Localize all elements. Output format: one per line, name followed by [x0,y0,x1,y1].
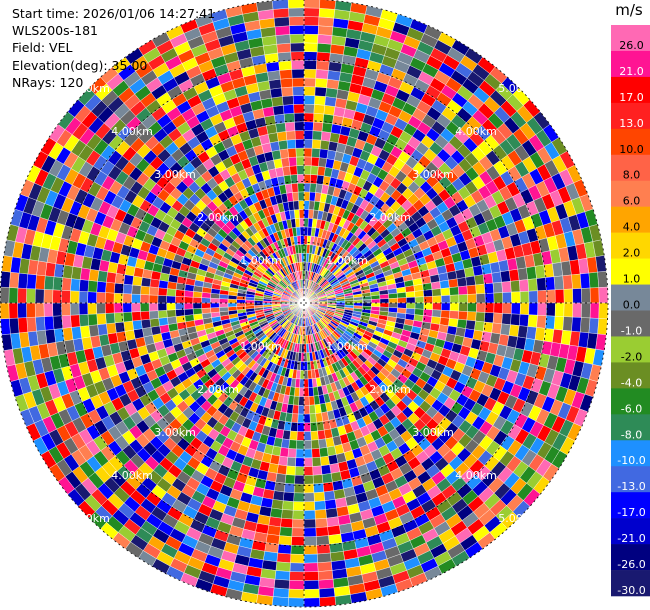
colorbar-tick-label: 13.0 [619,117,644,130]
nrays-label: NRays: 120 [12,74,84,90]
colorbar-tick-label: -26.0 [617,558,645,571]
colorbar-tick-label: 0.0 [623,299,641,312]
velocity-sectors [0,0,609,608]
colorbar-tick-label: -13.0 [617,480,645,493]
colorbar-tick-label: -17.0 [617,506,645,519]
colorbar-tick-label: -1.0 [621,325,642,338]
colorbar-tick-label: -6.0 [621,402,642,415]
colorbar-unit-label: m/s [615,1,643,19]
colorbar-tick-label: 6.0 [623,195,641,208]
colorbar-tick-label: -30.0 [617,584,645,597]
colorbar-tick-label: -8.0 [621,428,642,441]
colorbar-tick-label: 26.0 [619,39,644,52]
colorbar-tick-label: 2.0 [623,247,641,260]
colorbar-tick-label: 17.0 [619,91,644,104]
colorbar-tick-label: 21.0 [619,65,644,78]
elevation-label: Elevation(deg): 35.00 [12,57,148,73]
colorbar-tick-label: -10.0 [617,454,645,467]
colorbar-tick-label: 4.0 [623,221,641,234]
colorbar-tick-label: 8.0 [623,169,641,182]
info-panel: Start time: 2026/01/06 14:27:41 WLS200s-… [12,5,215,91]
colorbar-tick-label: 1.0 [623,273,641,286]
colorbar-tick-label: 10.0 [619,143,644,156]
colorbar-tick-label: -2.0 [621,350,642,363]
colorbar-tick-label: -21.0 [617,532,645,545]
instrument-label: WLS200s-181 [12,23,98,39]
field-label: Field: VEL [12,40,73,56]
start-time-label: Start time: 2026/01/06 14:27:41 [12,6,216,21]
colorbar-tick-label: -4.0 [621,376,642,389]
